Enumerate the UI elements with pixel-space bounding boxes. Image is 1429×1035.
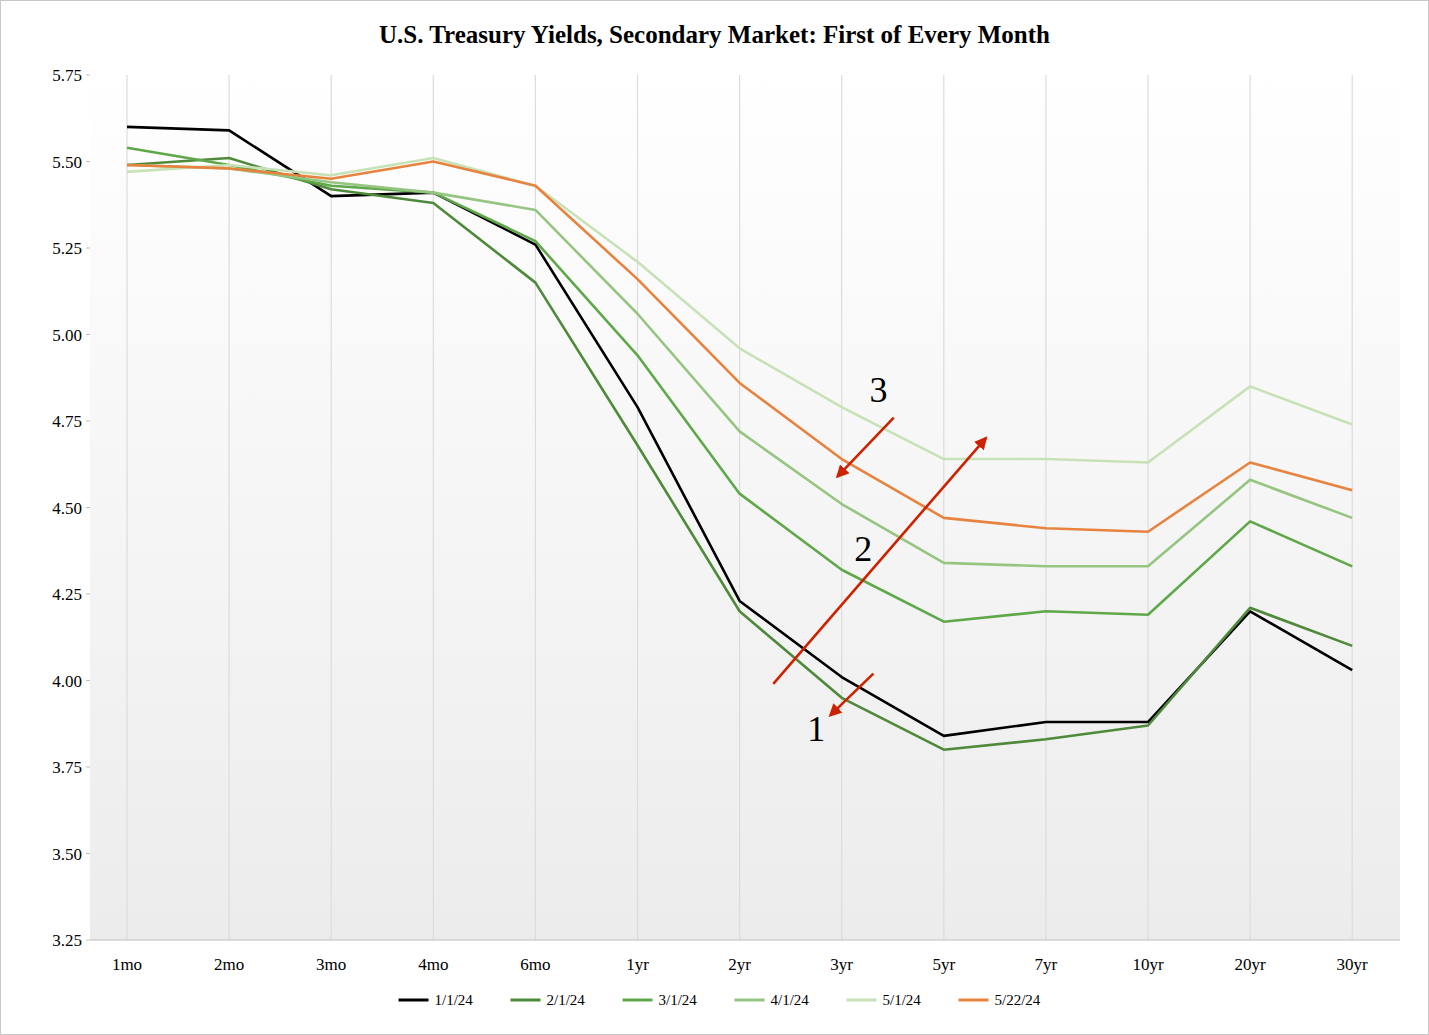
chart: U.S. Treasury Yields, Secondary Market: … xyxy=(0,0,1429,1035)
legend-label: 3/1/24 xyxy=(659,992,698,1008)
y-tick xyxy=(86,75,90,76)
y-tick xyxy=(86,767,90,768)
outer-frame xyxy=(1,1,1429,1035)
series-line xyxy=(127,158,1352,750)
legend-label: 5/1/24 xyxy=(883,992,922,1008)
x-tick-label: 3mo xyxy=(316,955,346,974)
series-group xyxy=(127,127,1352,750)
y-tick-label: 5.00 xyxy=(52,326,82,345)
legend-label: 2/1/24 xyxy=(547,992,586,1008)
y-tick-label: 3.75 xyxy=(52,758,82,777)
grid-line xyxy=(943,75,944,940)
x-tick-label: 6mo xyxy=(520,955,550,974)
y-tick-label: 5.25 xyxy=(52,239,82,258)
grid-line xyxy=(331,75,332,940)
series-line xyxy=(127,158,1352,462)
legend-label: 4/1/24 xyxy=(771,992,810,1008)
x-tick-label: 2mo xyxy=(214,955,244,974)
y-tick-label: 3.50 xyxy=(52,845,82,864)
y-tick-label: 4.50 xyxy=(52,499,82,518)
grid-line xyxy=(739,75,740,940)
x-axis xyxy=(90,940,1400,941)
y-tick xyxy=(86,161,90,162)
annotation-label: 2 xyxy=(854,529,872,569)
x-tick-label: 20yr xyxy=(1235,955,1267,974)
legend-label: 1/1/24 xyxy=(435,992,474,1008)
annotation-arrow xyxy=(830,674,873,716)
x-tick-label: 4mo xyxy=(418,955,448,974)
y-tick-label: 4.00 xyxy=(52,672,82,691)
legend-swatch xyxy=(511,999,541,1002)
annotation-label: 3 xyxy=(869,370,887,410)
legend-label: 5/22/24 xyxy=(995,992,1041,1008)
legend: 1/1/24 2/1/24 3/1/24 4/1/24 5/1/24 5/22/24 xyxy=(399,992,1041,1008)
grid-line xyxy=(229,75,230,940)
y-tick-label: 5.50 xyxy=(52,153,82,172)
legend-swatch xyxy=(959,999,989,1002)
legend-swatch xyxy=(623,999,653,1002)
legend-swatch xyxy=(399,999,429,1002)
y-tick xyxy=(86,507,90,508)
annotation-arrow xyxy=(773,438,985,684)
x-tick-label: 2yr xyxy=(728,955,751,974)
plot-background xyxy=(90,65,1400,940)
y-tick xyxy=(86,680,90,681)
legend-swatch xyxy=(847,999,877,1002)
x-tick-label: 30yr xyxy=(1337,955,1369,974)
series-line xyxy=(127,148,1352,622)
x-tick-label: 1yr xyxy=(626,955,649,974)
x-tick-label: 5yr xyxy=(932,955,955,974)
y-tick xyxy=(86,421,90,422)
x-tick-label: 10yr xyxy=(1132,955,1164,974)
y-tick-label: 4.25 xyxy=(52,585,82,604)
legend-swatch xyxy=(735,999,765,1002)
grid-line xyxy=(1045,75,1046,940)
x-tick-label: 7yr xyxy=(1035,955,1058,974)
grid-line xyxy=(841,75,842,940)
grid-line xyxy=(126,75,127,940)
y-tick xyxy=(86,334,90,335)
title: U.S. Treasury Yields, Secondary Market: … xyxy=(379,21,1050,48)
series-line xyxy=(127,162,1352,532)
y-tick xyxy=(86,853,90,854)
x-tick-label: 3yr xyxy=(830,955,853,974)
grid-line xyxy=(1249,75,1250,940)
y-tick xyxy=(86,594,90,595)
annotations: 1 2 3 xyxy=(773,370,985,749)
annotation-label: 1 xyxy=(807,709,825,749)
series-line xyxy=(127,165,1352,566)
grid-line xyxy=(535,75,536,940)
series-line xyxy=(127,127,1352,736)
grid-line xyxy=(1147,75,1148,940)
y-tick-label: 3.25 xyxy=(52,931,82,950)
grid-line xyxy=(1352,75,1353,940)
x-tick-label: 1mo xyxy=(112,955,142,974)
annotation-arrow xyxy=(838,418,894,477)
y-tick-label: 5.75 xyxy=(52,66,82,85)
grid-line xyxy=(637,75,638,940)
y-tick xyxy=(86,248,90,249)
y-tick-label: 4.75 xyxy=(52,412,82,431)
y-tick xyxy=(86,940,90,941)
